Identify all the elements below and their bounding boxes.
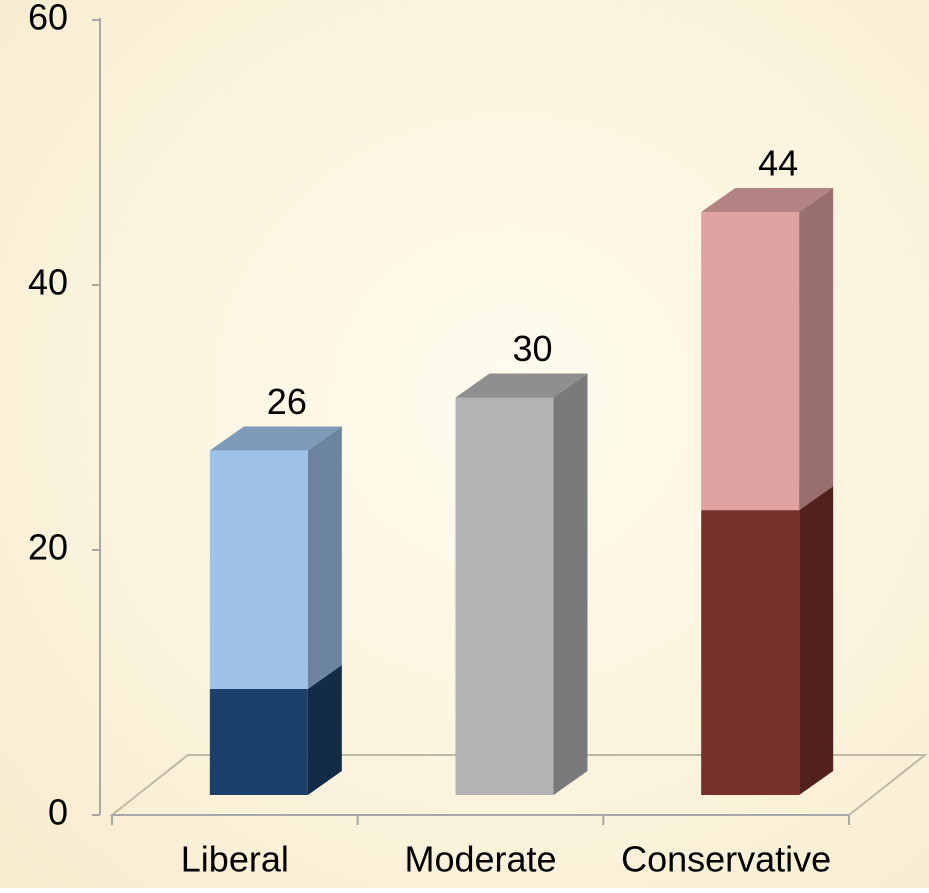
bar-side (799, 188, 834, 511)
bar-side (307, 426, 342, 689)
y-tick-label: 60 (28, 0, 68, 38)
bar-side (799, 486, 834, 795)
bar-front (209, 689, 308, 795)
y-tick-label: 20 (28, 527, 68, 568)
x-tick-label: Liberal (181, 839, 289, 880)
y-tick-label: 0 (48, 792, 68, 833)
bar-front (701, 212, 800, 511)
bar-top (701, 188, 834, 212)
bar-front (209, 450, 308, 689)
y-tick-label: 40 (28, 262, 68, 303)
x-tick-label: Moderate (404, 839, 556, 880)
bar-front (701, 510, 800, 795)
bar-front (455, 397, 554, 795)
bar-side (307, 665, 342, 795)
total-label: 30 (512, 328, 552, 369)
bar-top (209, 426, 342, 451)
bar-side (553, 373, 588, 795)
x-tick-label: Conservative (621, 839, 831, 880)
total-label: 44 (758, 143, 798, 184)
total-label: 26 (267, 381, 307, 422)
bar-top (455, 373, 588, 398)
